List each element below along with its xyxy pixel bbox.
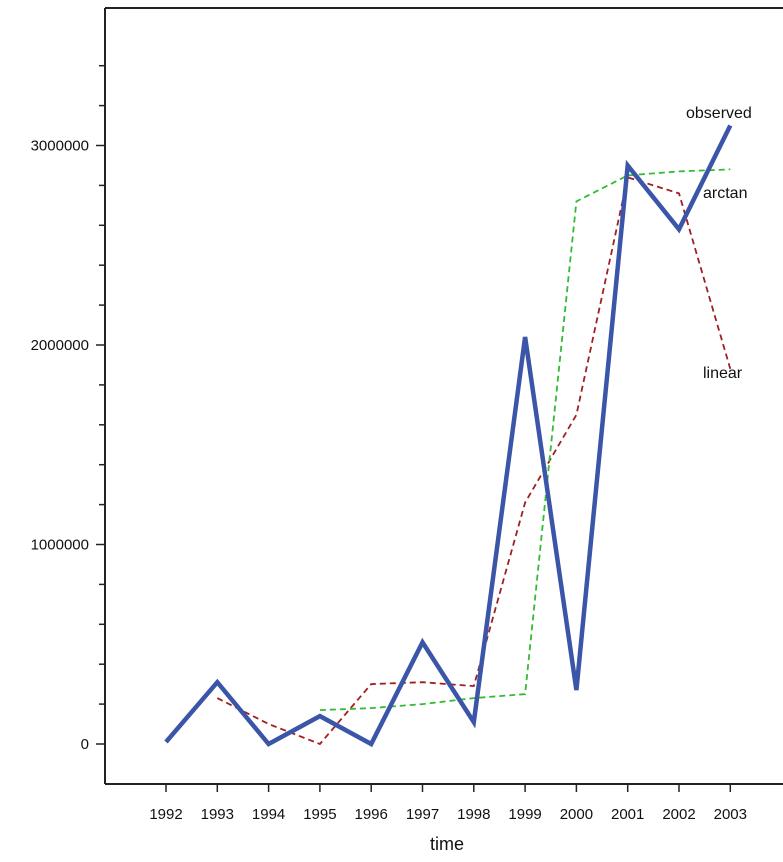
- x-tick-label: 1999: [508, 806, 541, 823]
- series-layer: [164, 124, 733, 748]
- plot-frame: [104, 7, 783, 785]
- x-tick-label: 1994: [252, 806, 285, 823]
- y-tick-label: 0: [81, 736, 89, 753]
- series-labels: observed arctan linear: [686, 105, 752, 382]
- series-line-observed: [164, 124, 733, 748]
- x-tick-label: 1998: [457, 806, 490, 823]
- x-axis: 1992 1993 1994 1995 1996 1997 1998 1999 2000 2001…: [149, 784, 747, 823]
- x-tick-label: 2003: [714, 806, 747, 823]
- x-tick-label: 1993: [201, 806, 234, 823]
- series-line-arctan: [319, 168, 731, 711]
- x-tick-label: 1995: [303, 806, 336, 823]
- y-tick-label: 3000000: [31, 138, 89, 155]
- series-line-linear: [216, 176, 732, 746]
- x-tick-label: 1997: [406, 806, 439, 823]
- y-axis: 0 1000000 2000000 3000000: [31, 64, 105, 753]
- series-label-linear: linear: [703, 365, 743, 382]
- x-axis-title: time: [430, 834, 464, 854]
- x-tick-label: 1992: [149, 806, 182, 823]
- x-tick-label: 2001: [611, 806, 644, 823]
- y-tick-label: 2000000: [31, 337, 89, 354]
- x-tick-label: 1996: [355, 806, 388, 823]
- series-label-arctan: arctan: [703, 185, 747, 202]
- x-tick-label: 2002: [662, 806, 695, 823]
- series-label-observed: observed: [686, 105, 752, 122]
- y-tick-label: 1000000: [31, 537, 89, 554]
- x-tick-label: 2000: [560, 806, 593, 823]
